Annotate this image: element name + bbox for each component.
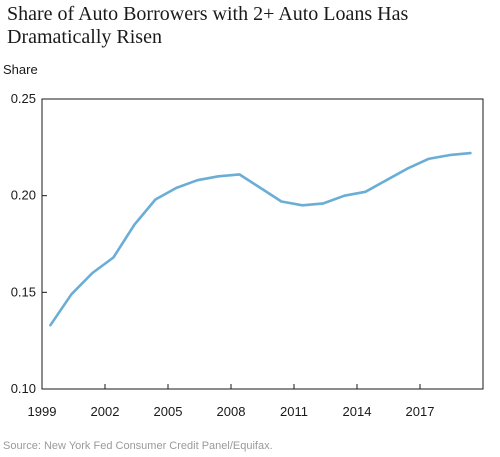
series-line [49,151,472,327]
y-tick-label: 0.15 [11,284,36,299]
source-note: Source: New York Fed Consumer Credit Pan… [3,440,273,452]
x-tick-label: 2014 [343,404,372,419]
y-tick-label: 0.20 [11,188,36,203]
y-axis-label: Share [3,62,38,77]
chart-title: Share of Auto Borrowers with 2+ Auto Loa… [7,3,409,48]
x-tick-label: 2011 [280,404,308,419]
y-tick-label: 0.10 [11,381,36,396]
y-tick-label: 0.25 [11,91,36,106]
x-tick-label: 2005 [154,404,183,419]
x-tick-label: 2002 [91,404,120,419]
x-tick-label: 1999 [28,404,57,419]
x-tick-label: 2008 [217,404,246,419]
plot-frame [41,98,484,390]
x-tick-label: 2017 [406,404,435,419]
